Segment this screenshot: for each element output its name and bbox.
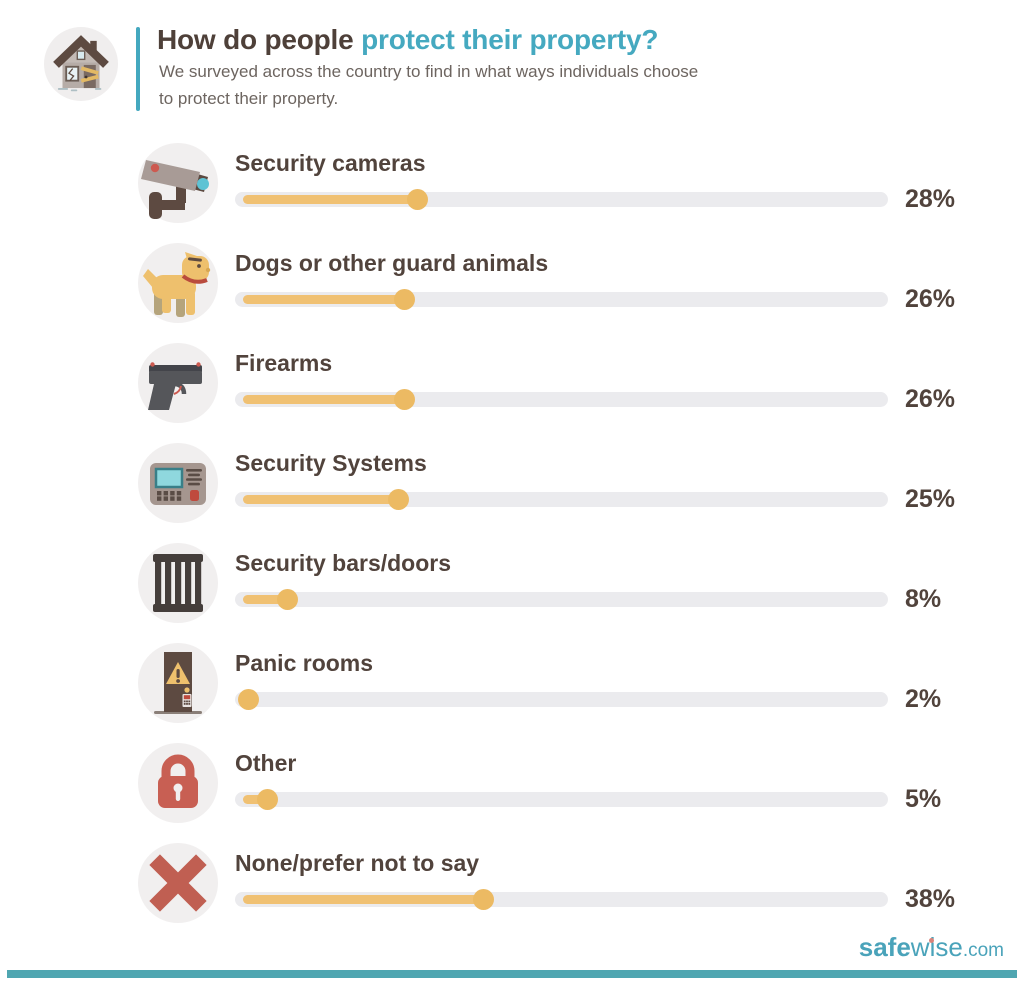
category-label: Panic rooms: [235, 650, 374, 676]
value-label: 38%: [905, 885, 956, 913]
firearm-icon: [138, 343, 218, 423]
page-title: How do people protect their property?: [157, 24, 659, 56]
footer-accent-bar: [7, 970, 1017, 978]
category-label: Dogs or other guard animals: [235, 250, 549, 276]
chart-row-other: Other 5%: [0, 743, 1024, 833]
slider-fill: [243, 595, 288, 604]
slider-fill: [243, 795, 268, 804]
chart-row-security-bars: Security bars/doors 8%: [0, 543, 1024, 633]
slider-fill: [243, 395, 405, 404]
value-label: 5%: [905, 785, 942, 813]
safewise-logo: safewise.com: [859, 932, 1004, 963]
value-label: 26%: [905, 385, 956, 413]
value-label: 2%: [905, 685, 942, 713]
slider-fill: [243, 495, 399, 504]
chart-row-guard-animals: Dogs or other guard animals 26%: [0, 243, 1024, 333]
slider-track: [235, 689, 888, 710]
chart-row-security-systems: Security Systems 25%: [0, 443, 1024, 533]
slider-knob: [472, 889, 494, 910]
category-label: Firearms: [235, 350, 333, 376]
slider-knob: [387, 489, 409, 510]
padlock-icon: [138, 743, 218, 823]
value-label: 25%: [905, 485, 956, 513]
category-label: Security Systems: [235, 450, 427, 476]
category-label: Security cameras: [235, 150, 426, 176]
slider-fill: [243, 295, 405, 304]
slider-track: [235, 889, 888, 910]
guard-dog-icon: [138, 243, 218, 323]
category-label: Other: [235, 750, 297, 776]
slider-knob: [257, 789, 279, 810]
page-subtitle: We surveyed across the country to find i…: [159, 62, 699, 108]
logo-text-light: wise: [910, 932, 963, 962]
slider-track: [235, 489, 888, 510]
chart-row-none: None/prefer not to say 38%: [0, 843, 1024, 933]
security-camera-icon: [138, 143, 218, 223]
title-accent-rule: [136, 27, 140, 111]
slider-knob: [394, 389, 416, 410]
security-bars-icon: [138, 543, 218, 623]
x-mark-icon: [138, 843, 218, 923]
boarded-house-icon: [44, 27, 118, 101]
slider-track: [235, 289, 888, 310]
slider-knob: [276, 589, 298, 610]
chart-row-panic-rooms: Panic rooms 2%: [0, 643, 1024, 733]
category-label: Security bars/doors: [235, 550, 452, 576]
value-label: 26%: [905, 285, 956, 313]
slider-track: [235, 789, 888, 810]
chart-row-security-cameras: Security cameras 28%: [0, 143, 1024, 233]
value-label: 28%: [905, 185, 956, 213]
logo-text-bold: safe: [858, 932, 911, 962]
slider-knob: [237, 689, 259, 710]
logo-text-suffix: .com: [962, 940, 1004, 961]
slider-knob: [394, 289, 416, 310]
page-title-accent: protect their property?: [361, 24, 659, 55]
page-title-dark: How do people: [157, 24, 354, 55]
security-system-keypad-icon: [138, 443, 218, 523]
slider-knob: [407, 189, 429, 210]
slider-track: [235, 589, 888, 610]
chart-row-firearms: Firearms 26%: [0, 343, 1024, 433]
slider-fill: [243, 195, 418, 204]
category-label: None/prefer not to say: [235, 850, 480, 876]
slider-track: [235, 389, 888, 410]
slider-fill: [243, 895, 484, 904]
logo-i-dot: [928, 938, 934, 943]
slider-track: [235, 189, 888, 210]
value-label: 8%: [905, 585, 942, 613]
panic-room-door-icon: [138, 643, 218, 723]
